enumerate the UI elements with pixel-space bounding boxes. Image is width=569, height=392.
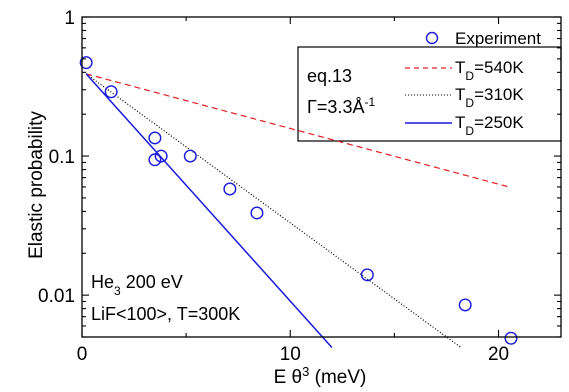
fit-line-540k xyxy=(86,73,510,188)
gamma-label: Γ=3.3Å-1 xyxy=(307,95,375,117)
y-tick-label: 1 xyxy=(64,8,75,29)
experiment-point xyxy=(458,298,472,312)
experiment-point xyxy=(154,149,168,163)
experiment-point xyxy=(223,182,237,196)
experiment-point xyxy=(104,85,118,99)
fit-line-250k xyxy=(85,73,333,349)
x-tick-label: 20 xyxy=(488,344,509,365)
legend-experiment-label: Experiment xyxy=(455,29,541,48)
y-tick-label: 0.01 xyxy=(38,286,75,307)
equation-label: eq.13 xyxy=(307,66,352,86)
experiment-point xyxy=(79,56,93,70)
x-tick-label: 10 xyxy=(280,344,301,365)
experiment-point xyxy=(360,268,374,282)
y-axis-title: Elastic probability xyxy=(26,111,47,259)
experiment-point xyxy=(504,331,518,345)
experiment-point xyxy=(183,149,197,163)
y-tick-label: 0.1 xyxy=(49,147,75,168)
system-label: He3 200 eV xyxy=(91,272,183,298)
legend-experiment-marker xyxy=(425,31,439,45)
plot-frame xyxy=(81,16,562,338)
legend-540k-label: TD=540K xyxy=(455,58,524,83)
experiment-point xyxy=(148,131,162,145)
legend-310k-label: TD=310K xyxy=(455,85,524,110)
x-tick-label: 0 xyxy=(77,344,88,365)
legend-250k-label: TD=250K xyxy=(455,113,524,138)
experiment-point xyxy=(148,153,162,167)
experiment-point xyxy=(250,206,264,220)
x-axis-title: E θ3 (meV) xyxy=(274,364,367,389)
legend-box xyxy=(297,46,562,142)
crystal-label: LiF<100>, T=300K xyxy=(91,304,240,324)
